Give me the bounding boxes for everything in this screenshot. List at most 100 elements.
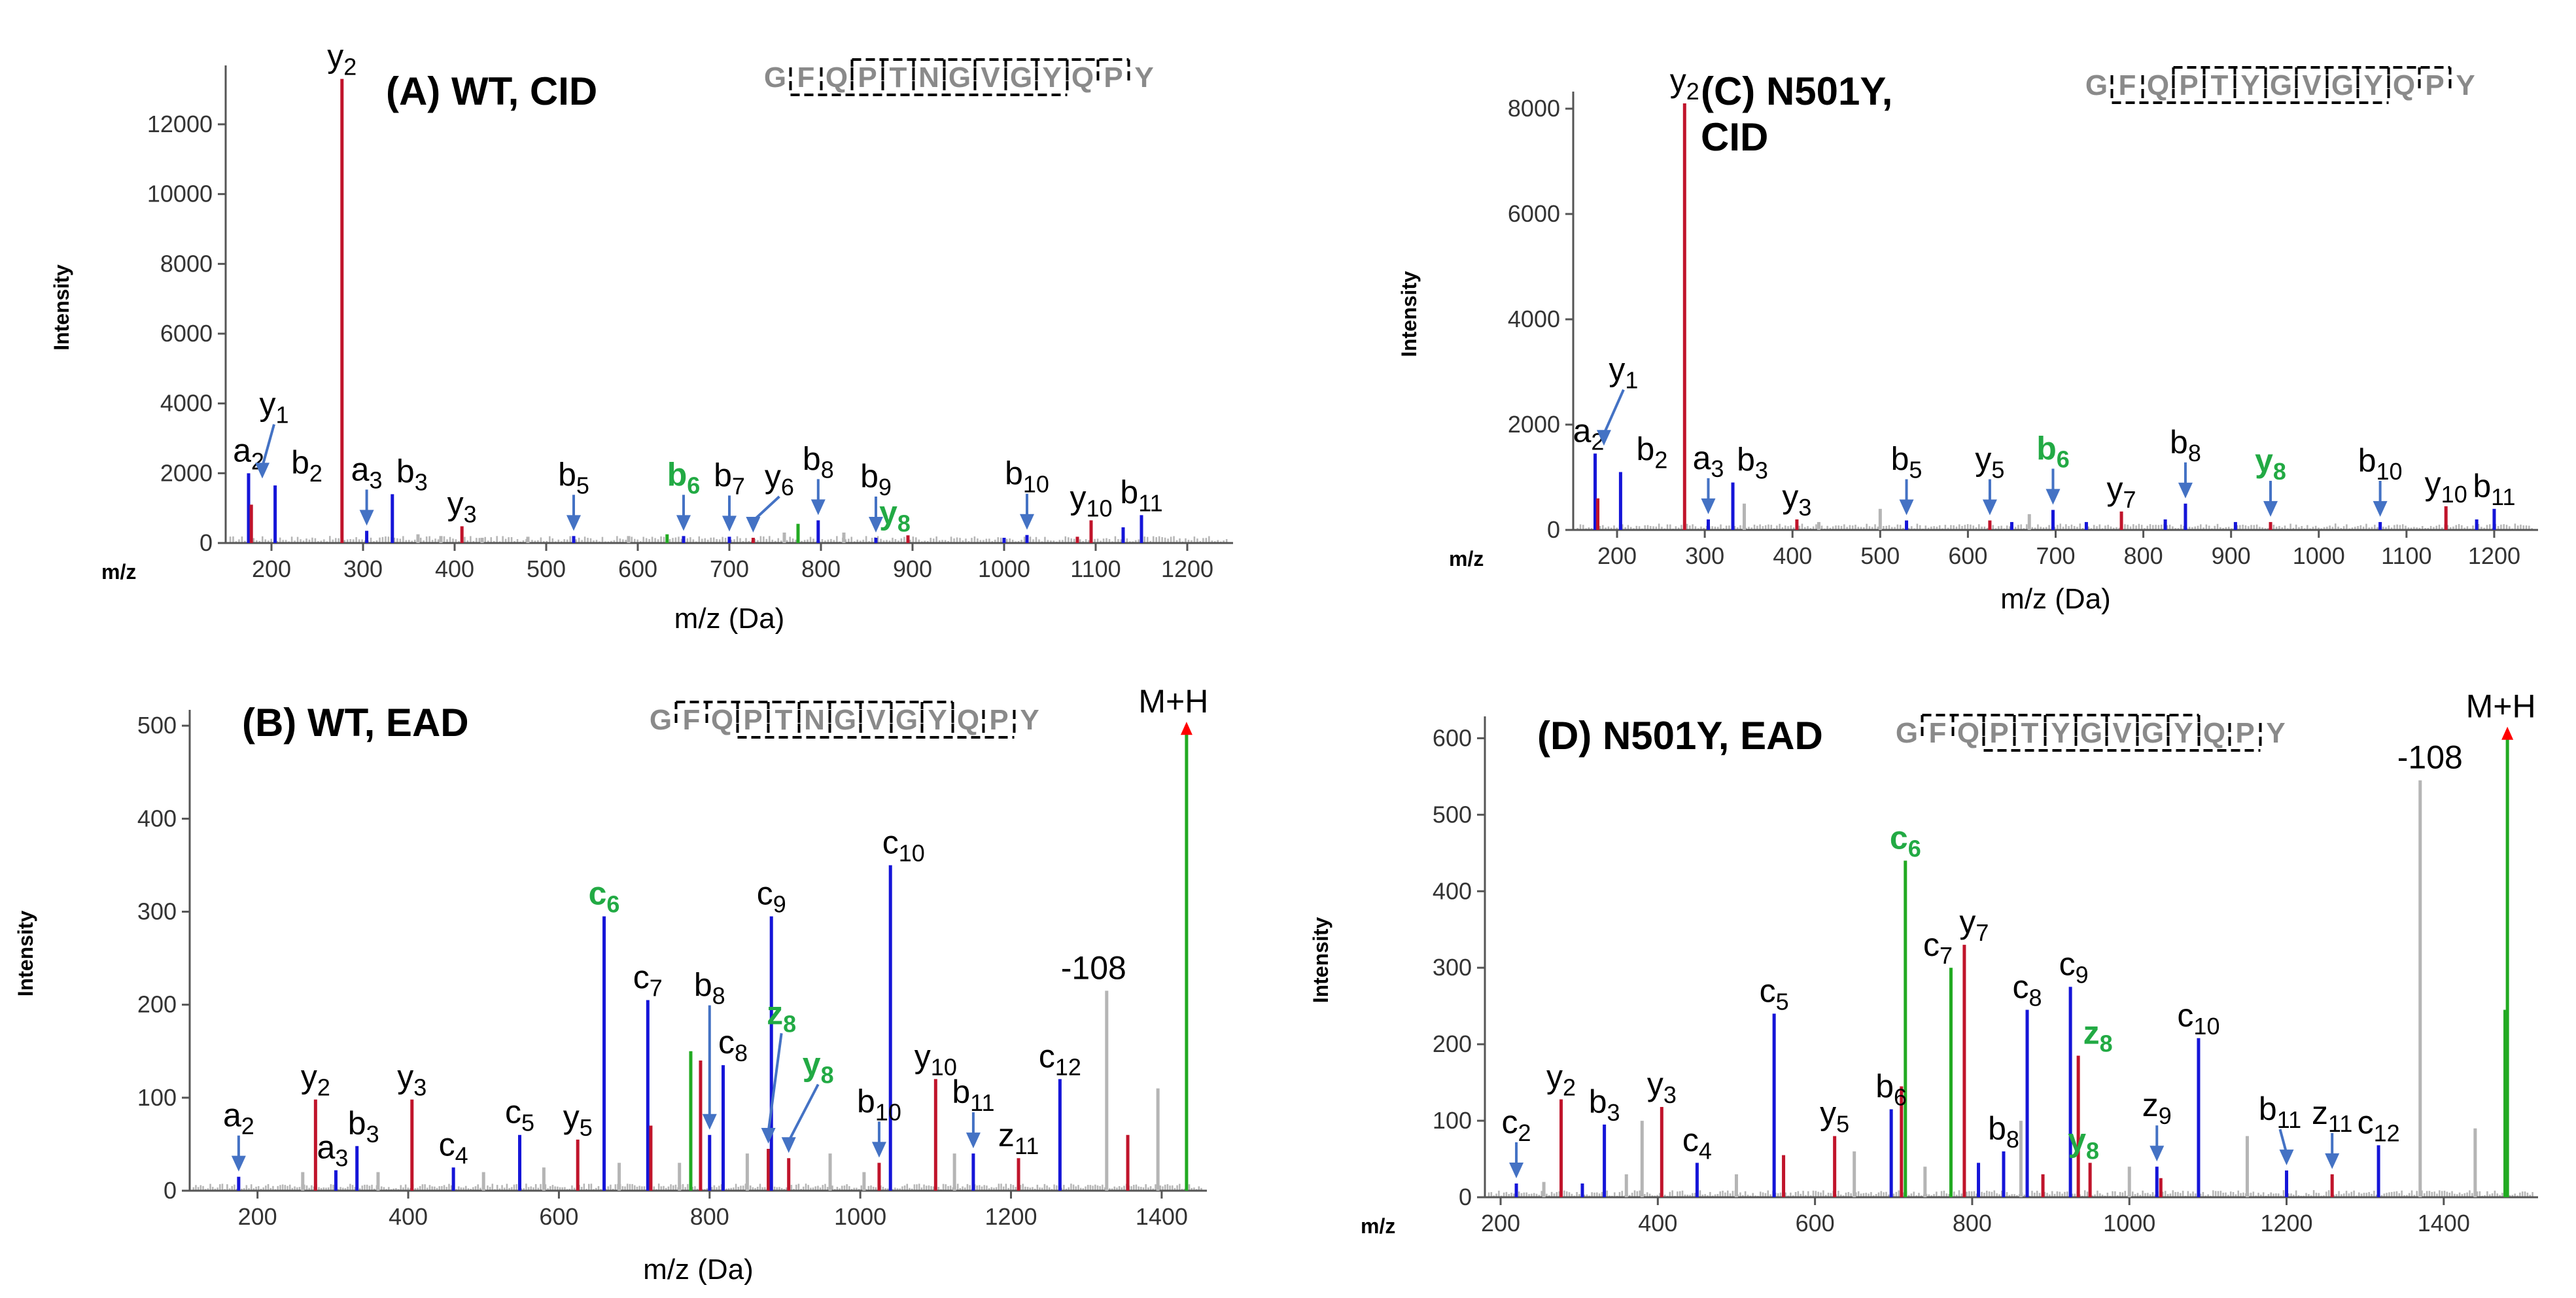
peaks [1514, 730, 2509, 1197]
noise-floor [192, 1184, 1202, 1191]
ion-subscript: 3 [366, 1121, 379, 1148]
ion-label: b5 [558, 456, 589, 499]
sequence-residue: Y [2240, 69, 2259, 101]
x-tick-label: 300 [1685, 542, 1724, 569]
x-tick-label: 800 [1953, 1210, 1992, 1237]
ion-subscript: 11 [1015, 1132, 1039, 1159]
sequence-residue: Q [711, 704, 733, 736]
y-tick-label: 300 [137, 898, 177, 925]
ion-letter: b [2473, 468, 2491, 504]
ion-label: c8 [718, 1024, 748, 1066]
sequence-residue: F [1929, 717, 1947, 749]
sequence-residue: Y [1042, 61, 1061, 94]
ion-letter: y [1647, 1066, 1663, 1102]
ion-letter: y [1546, 1058, 1563, 1095]
ion-label: y10 [2425, 465, 2467, 508]
ion-subscript: 8 [2006, 1126, 2019, 1153]
ion-label: c2 [1502, 1104, 1531, 1146]
ion-subscript: 10 [931, 1053, 957, 1080]
y-tick-label: 200 [1433, 1030, 1472, 1057]
ion-subscript: 11 [2491, 483, 2515, 510]
mz-corner-label: m/z [1449, 547, 1484, 570]
ion-label: M+H [1138, 683, 1208, 720]
ion-subscript: 3 [1663, 1081, 1677, 1108]
ion-label: b2 [1637, 430, 1668, 473]
ion-label: y5 [1820, 1095, 1849, 1137]
sequence-residue: P [743, 704, 762, 736]
ion-letter: y [803, 1045, 821, 1082]
sequence-residue: P [2235, 717, 2254, 749]
ion-label: c10 [2177, 997, 2219, 1040]
ion-letter: c [882, 824, 899, 860]
annotation-arrow-head [746, 517, 761, 533]
ion-subscript: 3 [464, 500, 477, 527]
x-tick-label: 400 [435, 555, 474, 582]
ion-label: y3 [397, 1059, 426, 1101]
ion-subscript: 10 [1023, 471, 1049, 498]
annotation-arrow-head [359, 510, 374, 526]
ion-label: y8 [2255, 442, 2286, 485]
y-axis-label: Intensity [14, 911, 37, 997]
y-tick-label: 6000 [160, 320, 213, 347]
x-tick-label: 700 [2036, 542, 2075, 569]
x-tick-label: 200 [238, 1203, 277, 1230]
precursor-arrow-head [1180, 722, 1192, 735]
ion-subscript: 8 [897, 510, 911, 536]
ion-label: y2 [301, 1059, 330, 1101]
ion-label: y8 [2068, 1121, 2099, 1164]
ion-label: b2 [291, 444, 322, 487]
peaks [237, 726, 1189, 1191]
ion-letter: y [563, 1098, 580, 1135]
sequence-residue: Q [1071, 61, 1094, 94]
sequence-residue: Y [1020, 704, 1039, 736]
ion-label: c7 [633, 959, 663, 1002]
ion-label: -108 [2397, 739, 2463, 776]
ion-subscript: 11 [2277, 1106, 2301, 1133]
ion-label: b3 [1737, 442, 1768, 484]
ion-label: y2 [1546, 1058, 1576, 1100]
ion-letter: c [589, 875, 607, 912]
annotation-arrow-shaft [787, 1083, 820, 1142]
ion-letter: -108 [2397, 739, 2463, 776]
ion-label: c9 [2059, 945, 2089, 988]
ion-label: -108 [1061, 949, 1126, 986]
x-tick-label: 1400 [1136, 1203, 1188, 1230]
ion-label: M+H [2466, 688, 2536, 725]
sequence-residue: G [2331, 69, 2354, 101]
ion-label: a3 [351, 451, 383, 493]
ion-letter: b [860, 458, 879, 495]
ion-label: b10 [2358, 442, 2403, 485]
x-tick-label: 600 [1796, 1210, 1835, 1237]
ion-subscript: 11 [970, 1089, 994, 1116]
annotation-arrow-head [2325, 1153, 2340, 1169]
x-tick-label: 200 [1597, 542, 1637, 569]
annotation-arrow-shaft [1603, 389, 1625, 435]
ion-subscript: 3 [1798, 494, 1811, 521]
cleavage-bracket-bottom [736, 710, 1016, 739]
sequence-residue: G [949, 61, 971, 94]
ion-subscript: 2 [317, 1074, 330, 1101]
ion-label: y3 [1647, 1066, 1677, 1108]
x-tick-label: 600 [539, 1203, 578, 1230]
ion-letter: b [1637, 430, 1655, 467]
sequence-residue: F [2119, 69, 2136, 101]
ion-subscript: 8 [2086, 1137, 2099, 1164]
sequence-residue: P [2425, 69, 2444, 101]
sequence-residue: G [650, 704, 672, 736]
x-tick-label: 1000 [978, 555, 1030, 582]
spectrum-panel-c: 0 2000 4000 6000 8000 200 300 400 500 600 700 800 90… [1397, 62, 2538, 615]
y-tick-label: 12000 [147, 111, 213, 137]
ion-label: z11 [2312, 1095, 2352, 1137]
annotation-arrow-shaft [2278, 1129, 2288, 1154]
sequence-residue: P [1989, 717, 2008, 749]
ion-label: y5 [563, 1098, 593, 1141]
ion-label: z8 [767, 994, 796, 1037]
sequence-residue: N [804, 704, 825, 736]
annotation-arrow-head [2045, 489, 2061, 505]
y-axis-label: Intensity [1397, 271, 1421, 357]
y-tick-label: 4000 [1508, 306, 1560, 332]
